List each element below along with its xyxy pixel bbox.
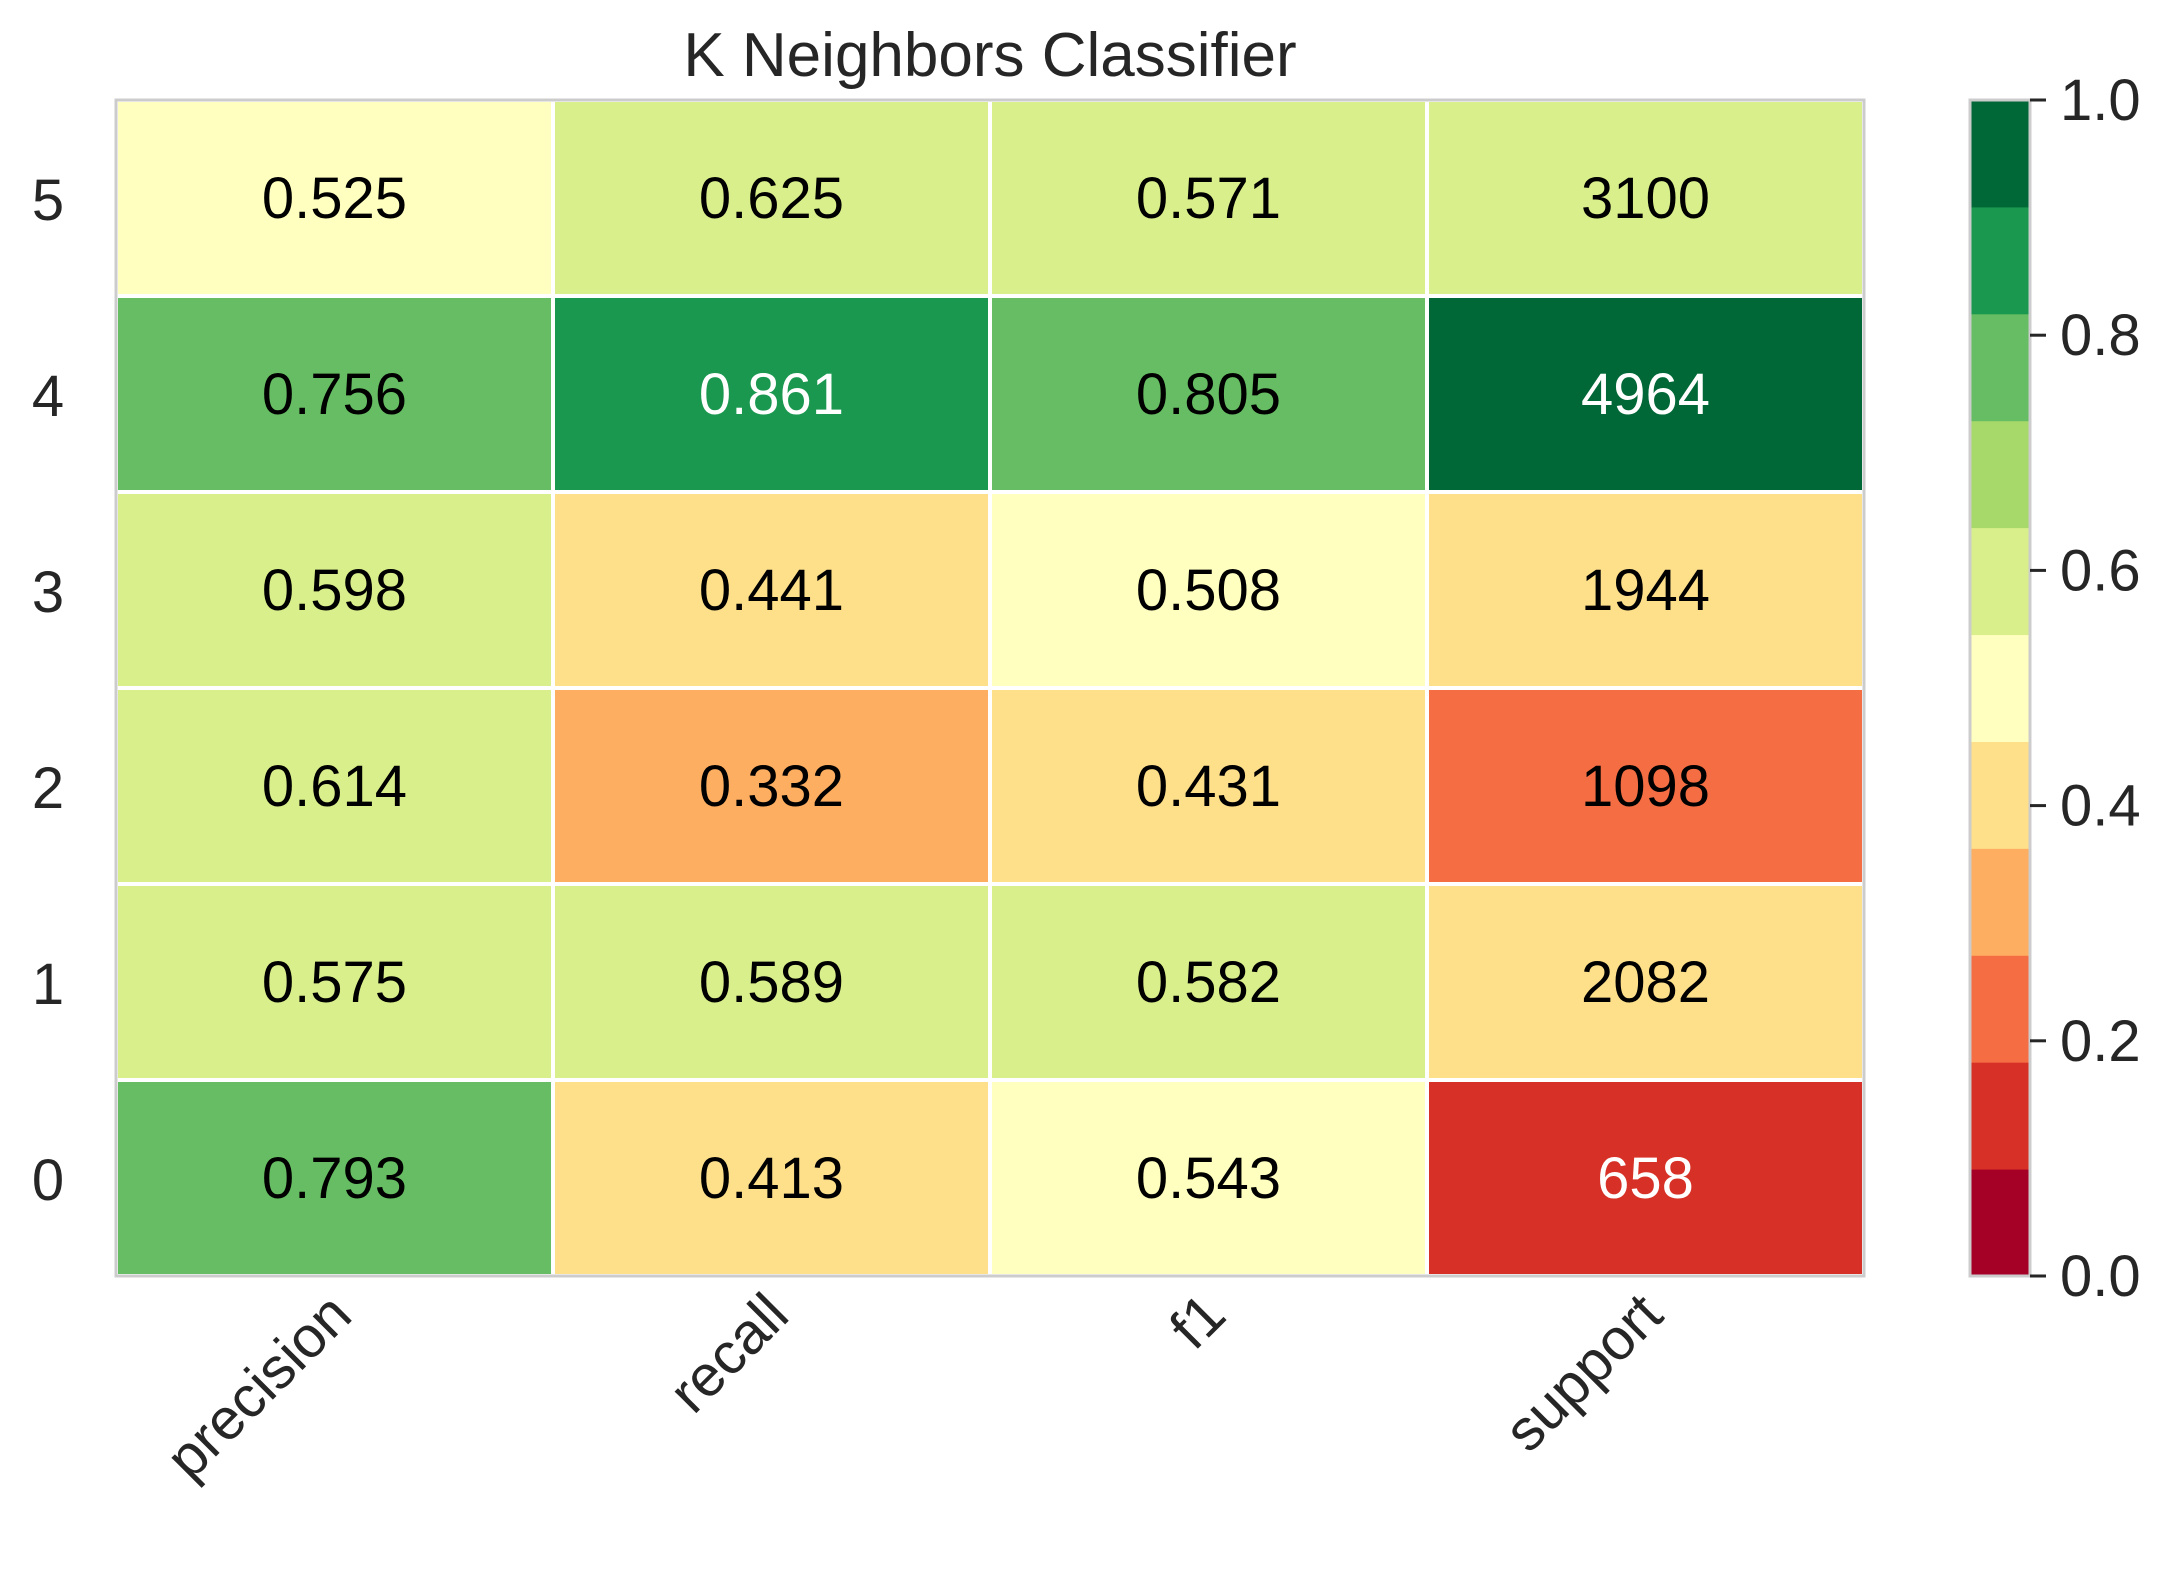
cell-value-0-precision: 0.793 [262, 1146, 407, 1211]
x-tick-label-recall: recall [657, 1281, 801, 1425]
colorbar-segment-7 [1970, 420, 2030, 529]
cell-value-1-precision: 0.575 [262, 950, 407, 1015]
y-tick-label-5: 5 [32, 168, 64, 233]
colorbar-tick-label-0.0: 0.0 [2060, 1244, 2141, 1309]
cell-value-3-recall: 0.441 [699, 558, 844, 623]
cell-value-5-f1: 0.571 [1136, 166, 1281, 231]
colorbar-segment-8 [1970, 313, 2030, 422]
y-tick-label-1: 1 [32, 952, 64, 1017]
cell-value-labels: 0.525 0.625 0.571 3100 0.756 0.861 0.805 4964 0.… [262, 166, 1710, 1211]
cell-value-4-support: 4964 [1581, 362, 1710, 427]
cell-value-3-precision: 0.598 [262, 558, 407, 623]
cell-value-2-f1: 0.431 [1136, 754, 1281, 819]
heatmap-cell-4-recall [551, 294, 992, 494]
cell-value-2-precision: 0.614 [262, 754, 407, 819]
colorbar-frame [1968, 98, 2032, 1278]
heatmap-cell-0-recall [551, 1078, 992, 1278]
heatmap-cells [114, 98, 1866, 1278]
colorbar-segment-4 [1970, 741, 2030, 849]
cell-value-1-f1: 0.582 [1136, 950, 1281, 1015]
heatmap-cell-2-support [1425, 686, 1866, 886]
y-tick-label-4: 4 [32, 364, 64, 429]
heatmap-cell-5-precision [114, 98, 555, 298]
cell-value-2-recall: 0.332 [699, 754, 844, 819]
cell-value-4-f1: 0.805 [1136, 362, 1281, 427]
colorbar-segment-6 [1970, 527, 2030, 636]
cell-value-5-precision: 0.525 [262, 166, 407, 231]
heatmap-cell-1-f1 [988, 882, 1429, 1082]
x-tick-label-precision: precision [154, 1281, 364, 1491]
heatmap-cell-1-support [1425, 882, 1866, 1082]
colorbar-segment-10 [1970, 100, 2030, 208]
colorbar-tick-label-0.4: 0.4 [2060, 774, 2141, 839]
cell-value-1-recall: 0.589 [699, 950, 844, 1015]
cell-value-0-f1: 0.543 [1136, 1146, 1281, 1211]
colorbar-segment-5 [1970, 634, 2030, 742]
cell-value-3-f1: 0.508 [1136, 558, 1281, 623]
colorbar: 0.0 0.2 0.4 0.6 0.8 1.0 [1968, 68, 2141, 1309]
cell-value-4-precision: 0.756 [262, 362, 407, 427]
y-axis-tick-labels: 5 4 3 2 1 0 [32, 168, 64, 1213]
colorbar-segment-0 [1970, 1169, 2030, 1277]
colorbar-tick-label-1.0: 1.0 [2060, 68, 2141, 133]
colorbar-segment-3 [1970, 848, 2030, 956]
heatmap-cell-1-recall [551, 882, 992, 1082]
cell-value-5-support: 3100 [1581, 166, 1710, 231]
heatmap-cell-2-recall [551, 686, 992, 886]
x-axis-tick-labels: precision recall f1 support [154, 1281, 1675, 1491]
cell-value-4-recall: 0.861 [699, 362, 844, 427]
colorbar-tick-label-0.8: 0.8 [2060, 303, 2141, 368]
x-tick-label-support: support [1492, 1281, 1675, 1464]
cell-value-3-support: 1944 [1581, 558, 1710, 623]
colorbar-tick-label-0.2: 0.2 [2060, 1009, 2141, 1074]
x-tick-label-f1: f1 [1158, 1281, 1238, 1361]
cell-value-2-support: 1098 [1581, 754, 1710, 819]
heatmap-cell-4-support [1425, 294, 1866, 494]
colorbar-tick-label-0.6: 0.6 [2060, 538, 2141, 603]
heatmap-cell-5-recall [551, 98, 992, 298]
y-tick-label-3: 3 [32, 560, 64, 625]
heatmap-cell-0-f1 [988, 1078, 1429, 1278]
colorbar-segment-2 [1970, 955, 2030, 1063]
heatmap-cell-3-support [1425, 490, 1866, 690]
cell-value-5-recall: 0.625 [699, 166, 844, 231]
cell-value-1-support: 2082 [1581, 950, 1710, 1015]
colorbar-segment-9 [1970, 206, 2030, 315]
plot-frame [114, 98, 1866, 1278]
y-tick-label-0: 0 [32, 1148, 64, 1213]
heatmap-cell-3-recall [551, 490, 992, 690]
heatmap-cell-5-support [1425, 98, 1866, 298]
chart-title: K Neighbors Classifier [683, 21, 1296, 90]
colorbar-segment-1 [1970, 1062, 2030, 1170]
cell-value-0-support: 658 [1597, 1146, 1694, 1211]
y-tick-label-2: 2 [32, 756, 64, 821]
heatmap-cell-0-precision [114, 1078, 555, 1278]
cell-value-0-recall: 0.413 [699, 1146, 844, 1211]
